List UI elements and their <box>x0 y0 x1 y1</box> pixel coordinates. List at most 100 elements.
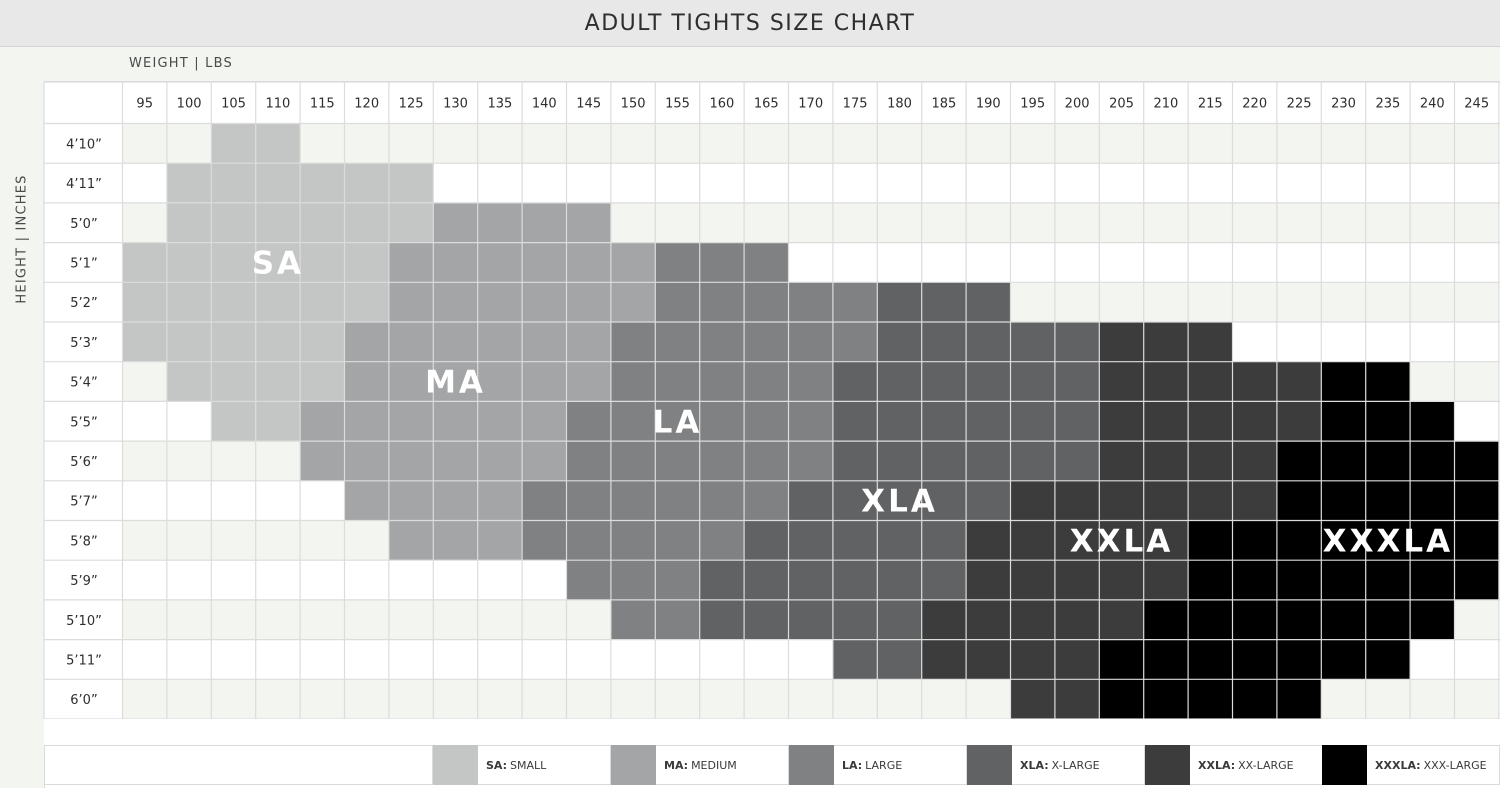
size-cell-xxxla <box>1321 560 1366 600</box>
empty-cell <box>610 639 656 680</box>
y-tick-label: 6’0” <box>70 693 97 708</box>
empty-cell <box>921 163 967 203</box>
size-cell-ma <box>433 441 478 481</box>
size-cell-xxla <box>966 639 1011 680</box>
height-label-cell <box>44 639 123 680</box>
empty-cell <box>122 123 167 164</box>
empty-cell <box>122 163 167 203</box>
size-cell-xxxla <box>1365 441 1411 481</box>
empty-cell <box>388 599 434 640</box>
size-cell-xxxla <box>1276 560 1322 600</box>
size-cell-xxxla <box>1143 639 1189 680</box>
size-cell-xxxla <box>1099 679 1144 719</box>
empty-cell <box>1232 163 1277 203</box>
size-cell-sa <box>255 163 301 203</box>
legend-size-name: XXX-LARGE <box>1423 758 1487 772</box>
empty-cell <box>122 480 167 521</box>
empty-cell <box>1321 679 1366 719</box>
size-cell-xxla <box>1010 639 1055 680</box>
size-cell-xxxla <box>1188 560 1233 600</box>
size-cell-xxla <box>921 599 967 640</box>
x-tick-label: 185 <box>931 97 956 112</box>
empty-cell <box>832 679 878 719</box>
height-label-cell <box>44 361 123 402</box>
empty-cell <box>1276 242 1322 283</box>
size-cell-sa <box>211 322 256 362</box>
empty-cell <box>1276 282 1322 322</box>
empty-cell <box>1321 322 1366 362</box>
size-cell-ma <box>610 282 656 322</box>
height-label-cell <box>44 322 123 362</box>
height-label-cell <box>44 202 123 243</box>
empty-cell <box>1276 123 1322 164</box>
size-cell-ma <box>566 242 611 283</box>
empty-cell <box>1410 361 1455 402</box>
empty-cell <box>1099 123 1144 164</box>
size-cell-la <box>610 480 656 521</box>
size-cell-sa <box>211 202 256 243</box>
size-cell-xxla <box>1010 520 1055 561</box>
size-cell-xxla <box>966 599 1011 640</box>
size-cell-xxla <box>1143 361 1189 402</box>
legend-size-name: X-LARGE <box>1051 758 1100 772</box>
size-cell-la <box>699 441 745 481</box>
size-cell-xxxla <box>1099 639 1144 680</box>
size-cell-xla <box>744 520 789 561</box>
size-cell-ma <box>522 441 567 481</box>
size-cell-ma <box>477 202 523 243</box>
size-cell-xxxla <box>1365 520 1411 561</box>
size-cell-xxla <box>1010 560 1055 600</box>
empty-cell <box>1010 123 1055 164</box>
empty-cell <box>744 202 789 243</box>
size-cell-xla <box>877 480 922 521</box>
size-cell-la <box>655 599 700 640</box>
legend-swatch <box>1145 745 1190 785</box>
legend-swatch <box>611 745 656 785</box>
size-cell-xxxla <box>1321 520 1366 561</box>
size-cell-la <box>744 322 789 362</box>
empty-cell <box>522 599 567 640</box>
empty-cell <box>1410 679 1455 719</box>
empty-cell <box>610 123 656 164</box>
size-cell-xla <box>788 480 833 521</box>
size-cell-xxla <box>1010 599 1055 640</box>
size-cell-la <box>610 401 656 442</box>
x-tick-label: 210 <box>1153 97 1178 112</box>
size-cell-ma <box>433 361 478 402</box>
empty-cell <box>1410 282 1455 322</box>
empty-cell <box>522 639 567 680</box>
empty-cell <box>1143 123 1189 164</box>
size-cell-sa <box>166 282 212 322</box>
empty-cell <box>1410 123 1455 164</box>
empty-cell <box>921 202 967 243</box>
size-cell-sa <box>300 361 345 402</box>
size-cell-la <box>744 480 789 521</box>
height-label-cell <box>44 163 123 203</box>
size-cell-ma <box>433 322 478 362</box>
empty-cell <box>1054 123 1100 164</box>
size-cell-xxla <box>1232 361 1277 402</box>
empty-cell <box>166 520 212 561</box>
size-cell-sa <box>211 282 256 322</box>
empty-cell <box>166 441 212 481</box>
size-cell-ma <box>477 441 523 481</box>
x-tick-label: 175 <box>843 97 868 112</box>
empty-cell <box>921 242 967 283</box>
size-cell-ma <box>388 282 434 322</box>
size-label-ma: MA <box>425 365 486 401</box>
size-cell-la <box>832 282 878 322</box>
height-axis-column: HEIGHT | INCHES <box>0 47 45 788</box>
size-cell-ma <box>522 202 567 243</box>
empty-cell <box>433 123 478 164</box>
size-cell-la <box>566 520 611 561</box>
empty-cell <box>300 480 345 521</box>
empty-cell <box>477 560 523 600</box>
empty-cell <box>1188 282 1233 322</box>
size-cell-ma <box>433 401 478 442</box>
size-cell-la <box>655 242 700 283</box>
empty-cell <box>1454 282 1499 322</box>
size-label-xla: XLA <box>861 484 938 520</box>
empty-cell <box>610 202 656 243</box>
size-cell-xxla <box>1054 520 1100 561</box>
empty-cell <box>1454 163 1499 203</box>
